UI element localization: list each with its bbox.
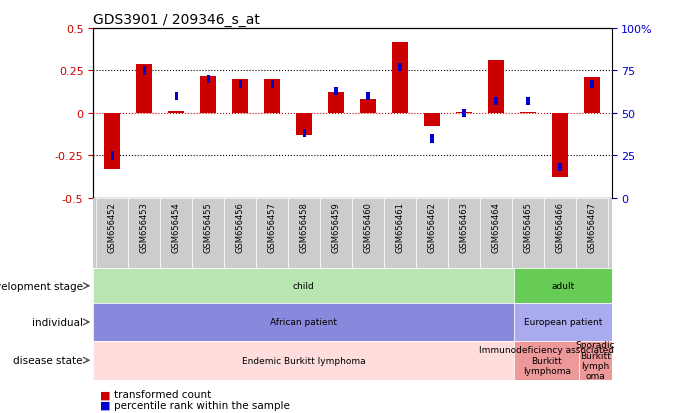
Bar — [430, 135, 435, 143]
Bar — [137, 65, 153, 114]
Bar — [514, 341, 579, 380]
Bar — [97, 198, 129, 268]
Text: GSM656455: GSM656455 — [204, 202, 213, 252]
Bar — [200, 76, 216, 114]
Bar — [495, 97, 498, 106]
Bar — [93, 268, 514, 304]
Text: GSM656459: GSM656459 — [332, 202, 341, 252]
Text: GSM656454: GSM656454 — [172, 202, 181, 252]
Bar — [579, 341, 612, 380]
Text: Endemic Burkitt lymphoma: Endemic Burkitt lymphoma — [242, 356, 366, 365]
Text: GSM656456: GSM656456 — [236, 202, 245, 252]
Bar — [448, 198, 480, 268]
Bar — [462, 109, 466, 118]
Bar — [352, 198, 384, 268]
Text: Immunodeficiency associated
Burkitt
lymphoma: Immunodeficiency associated Burkitt lymp… — [480, 346, 614, 375]
Text: GSM656467: GSM656467 — [588, 202, 597, 253]
Bar — [456, 113, 473, 114]
Text: individual: individual — [32, 317, 83, 327]
Bar — [399, 64, 402, 72]
Bar — [160, 198, 193, 268]
Bar — [142, 67, 146, 76]
Text: ■: ■ — [100, 400, 111, 410]
Bar — [585, 78, 600, 114]
Bar — [545, 198, 576, 268]
Text: GSM656457: GSM656457 — [268, 202, 277, 252]
Bar — [270, 81, 274, 89]
Text: development stage: development stage — [0, 281, 83, 291]
Bar — [514, 268, 612, 304]
Bar — [207, 76, 210, 84]
Bar — [104, 114, 120, 169]
Bar — [303, 130, 306, 138]
Text: GSM656452: GSM656452 — [108, 202, 117, 252]
Bar — [480, 198, 512, 268]
Bar — [175, 93, 178, 101]
Bar — [527, 97, 530, 106]
Text: child: child — [293, 282, 314, 290]
Bar — [238, 81, 243, 89]
Text: GSM656465: GSM656465 — [524, 202, 533, 252]
Bar — [328, 93, 344, 114]
Bar — [256, 198, 288, 268]
Bar — [558, 164, 562, 172]
Text: GSM656461: GSM656461 — [396, 202, 405, 252]
Bar — [321, 198, 352, 268]
Text: GSM656464: GSM656464 — [492, 202, 501, 252]
Bar — [288, 198, 321, 268]
Text: ■: ■ — [100, 389, 111, 399]
Bar — [93, 304, 514, 341]
Bar — [512, 198, 545, 268]
Bar — [361, 100, 377, 114]
Bar — [93, 341, 514, 380]
Bar — [225, 198, 256, 268]
Bar — [169, 112, 184, 114]
Text: GSM656460: GSM656460 — [364, 202, 373, 252]
Text: European patient: European patient — [524, 318, 602, 327]
Bar — [111, 152, 115, 160]
Text: adult: adult — [551, 282, 575, 290]
Text: GSM656466: GSM656466 — [556, 202, 565, 253]
Text: disease state: disease state — [13, 355, 83, 366]
Bar — [514, 304, 612, 341]
Bar — [576, 198, 608, 268]
Text: Sporadic
Burkitt
lymph
oma: Sporadic Burkitt lymph oma — [576, 340, 615, 380]
Text: African patient: African patient — [270, 318, 337, 327]
Bar — [334, 87, 339, 96]
Bar — [424, 114, 440, 127]
Bar — [366, 93, 370, 101]
Text: GSM656453: GSM656453 — [140, 202, 149, 252]
Text: GSM656463: GSM656463 — [460, 202, 469, 253]
Text: transformed count: transformed count — [114, 389, 211, 399]
Bar — [384, 198, 417, 268]
Text: GSM656458: GSM656458 — [300, 202, 309, 252]
Bar — [520, 113, 536, 114]
Bar — [392, 43, 408, 114]
Text: GDS3901 / 209346_s_at: GDS3901 / 209346_s_at — [93, 12, 260, 26]
Text: percentile rank within the sample: percentile rank within the sample — [114, 400, 290, 410]
Bar — [552, 114, 568, 178]
Bar — [489, 61, 504, 114]
Bar — [193, 198, 225, 268]
Bar — [417, 198, 448, 268]
Bar — [232, 80, 249, 114]
Text: GSM656462: GSM656462 — [428, 202, 437, 252]
Bar — [265, 80, 281, 114]
Bar — [296, 114, 312, 135]
Bar — [129, 198, 160, 268]
Bar — [590, 81, 594, 89]
